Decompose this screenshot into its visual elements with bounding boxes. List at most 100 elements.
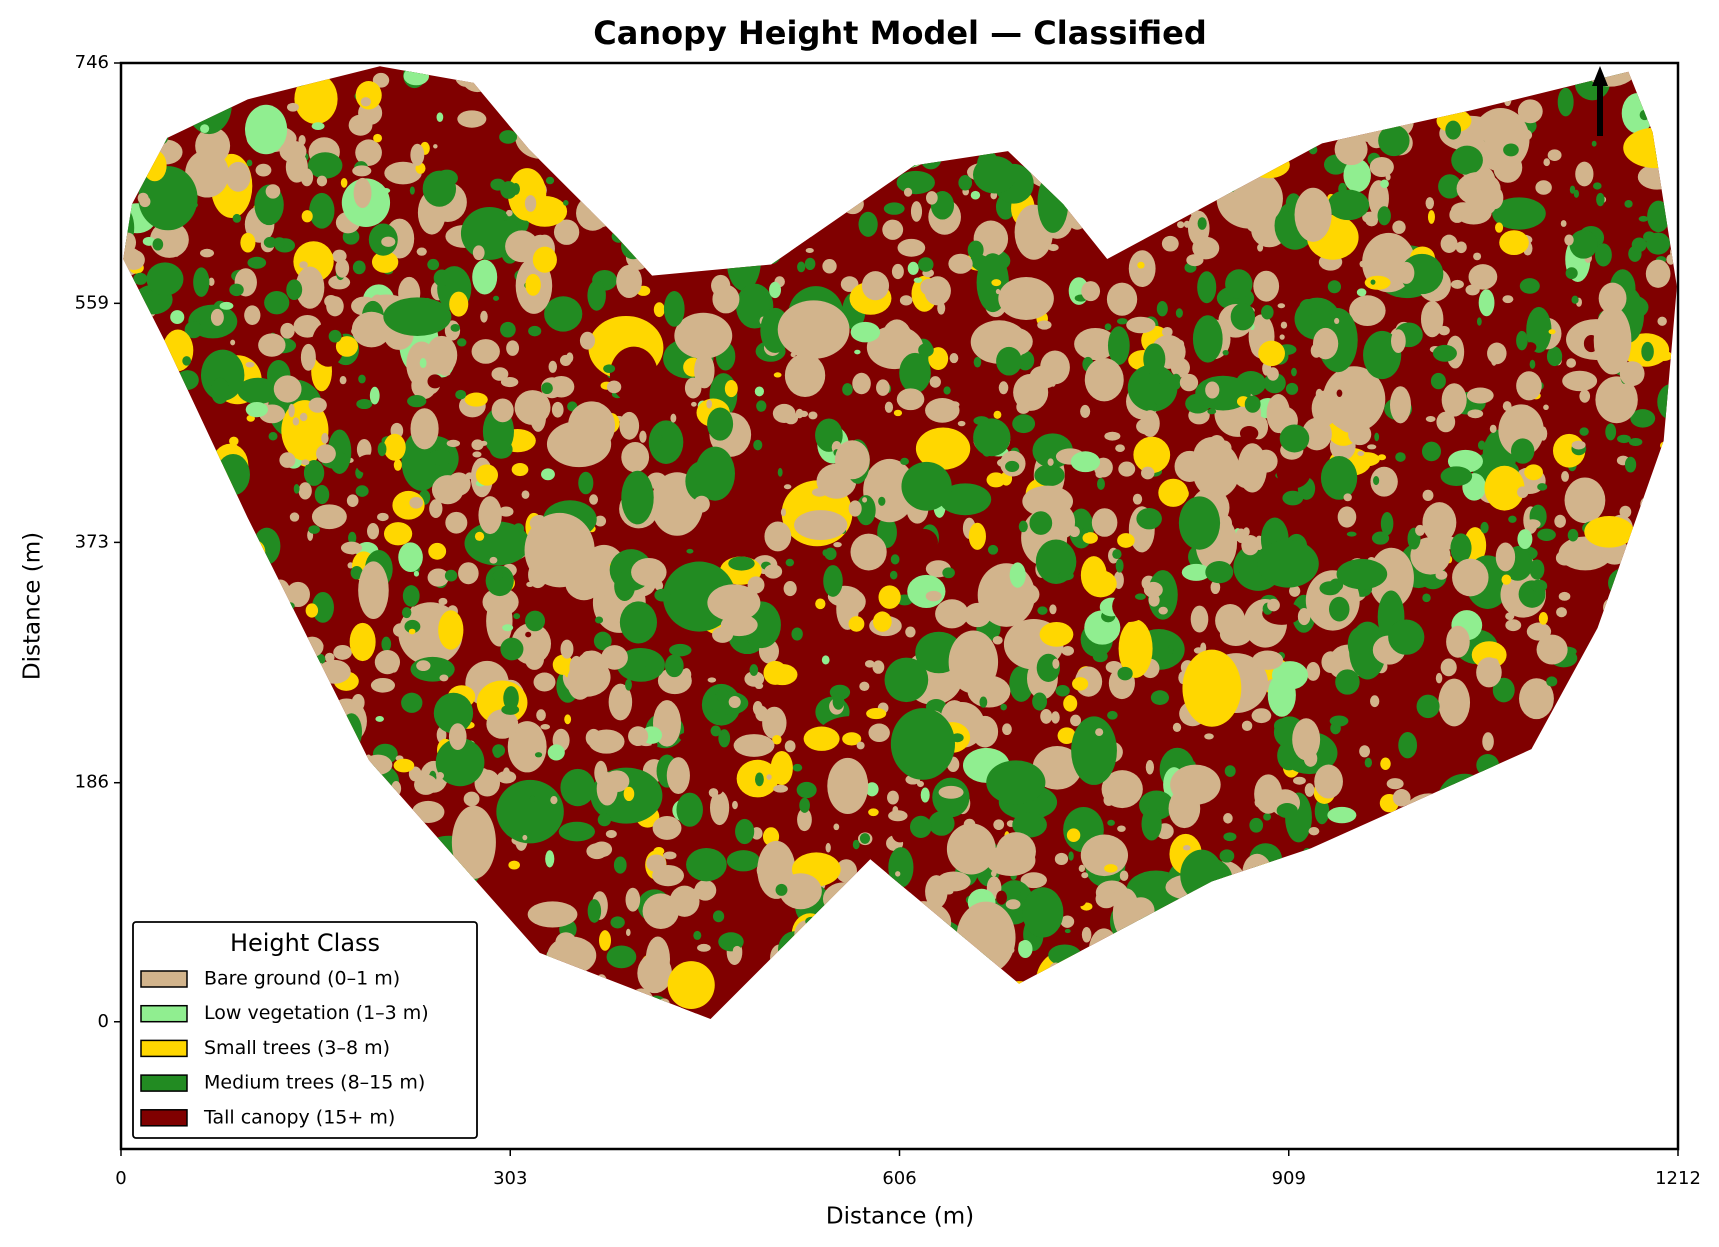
raster-patch bbox=[1190, 605, 1209, 633]
raster-patch bbox=[1379, 820, 1390, 833]
raster-patch bbox=[778, 931, 811, 968]
legend-label: Bare ground (0–1 m) bbox=[204, 968, 400, 990]
raster-patch bbox=[136, 387, 149, 398]
raster-patch bbox=[872, 611, 892, 632]
raster-patch bbox=[1492, 953, 1506, 973]
raster-patch bbox=[1148, 988, 1175, 1013]
raster-patch bbox=[792, 763, 803, 772]
raster-patch bbox=[522, 834, 528, 841]
raster-patch bbox=[461, 66, 494, 93]
raster-patch bbox=[350, 566, 363, 580]
raster-patch bbox=[766, 774, 772, 780]
raster-patch bbox=[809, 964, 823, 981]
raster-patch bbox=[1380, 757, 1391, 770]
raster-patch bbox=[993, 410, 1002, 419]
raster-patch bbox=[579, 331, 596, 350]
raster-patch bbox=[182, 356, 192, 366]
raster-patch bbox=[610, 916, 625, 929]
raster-patch bbox=[1101, 770, 1143, 809]
raster-patch bbox=[788, 127, 816, 151]
raster-patch bbox=[1660, 441, 1668, 450]
raster-patch bbox=[1173, 339, 1185, 349]
raster-patch bbox=[864, 660, 875, 668]
raster-patch bbox=[1267, 673, 1296, 717]
raster-patch bbox=[365, 842, 390, 873]
raster-patch bbox=[829, 86, 886, 154]
raster-patch bbox=[835, 859, 857, 883]
raster-patch bbox=[1434, 909, 1448, 917]
raster-patch bbox=[1140, 410, 1160, 437]
raster-patch bbox=[1359, 116, 1366, 124]
raster-patch bbox=[334, 735, 349, 749]
raster-patch bbox=[693, 930, 702, 940]
raster-patch bbox=[1519, 678, 1554, 720]
raster-patch bbox=[895, 974, 905, 984]
raster-patch bbox=[242, 603, 255, 626]
raster-patch bbox=[791, 114, 818, 142]
raster-patch bbox=[783, 484, 792, 490]
raster-patch bbox=[449, 291, 469, 317]
raster-patch bbox=[299, 261, 308, 269]
raster-patch bbox=[672, 480, 685, 489]
raster-patch bbox=[1492, 197, 1546, 230]
raster-patch bbox=[1441, 383, 1467, 417]
raster-patch bbox=[1270, 896, 1295, 922]
raster-patch bbox=[1601, 850, 1617, 875]
raster-patch bbox=[1495, 542, 1516, 572]
raster-patch bbox=[305, 603, 319, 618]
raster-patch bbox=[477, 344, 498, 358]
raster-patch bbox=[1225, 107, 1258, 136]
north-arrow bbox=[1592, 66, 1608, 136]
raster-patch bbox=[780, 508, 786, 517]
raster-patch bbox=[1547, 149, 1562, 161]
raster-patch bbox=[931, 95, 944, 104]
raster-patch bbox=[1579, 389, 1591, 403]
raster-patch bbox=[996, 346, 1022, 376]
raster-patch bbox=[552, 654, 574, 675]
raster-patch bbox=[496, 779, 564, 844]
raster-patch bbox=[709, 136, 724, 151]
raster-patch bbox=[1178, 496, 1221, 550]
raster-patch bbox=[210, 797, 219, 808]
raster-patch bbox=[360, 97, 371, 107]
raster-patch bbox=[247, 668, 267, 686]
raster-patch bbox=[1306, 848, 1322, 859]
raster-patch bbox=[1336, 558, 1388, 590]
raster-patch bbox=[990, 870, 997, 877]
raster-patch bbox=[756, 400, 767, 412]
raster-patch bbox=[223, 695, 258, 720]
raster-patch bbox=[1565, 267, 1578, 280]
raster-patch bbox=[973, 356, 982, 368]
raster-patch bbox=[138, 632, 166, 675]
raster-patch bbox=[1628, 437, 1643, 447]
raster-patch bbox=[1205, 561, 1234, 584]
raster-patch bbox=[1558, 591, 1571, 601]
raster-patch bbox=[1157, 999, 1169, 1009]
raster-patch bbox=[1195, 142, 1205, 154]
raster-patch bbox=[176, 370, 199, 390]
raster-patch bbox=[176, 575, 182, 582]
raster-patch bbox=[127, 498, 138, 506]
raster-patch bbox=[1619, 505, 1632, 518]
raster-patch bbox=[621, 442, 650, 473]
raster-patch bbox=[627, 988, 656, 1020]
raster-patch bbox=[307, 152, 343, 179]
raster-patch bbox=[1257, 539, 1319, 588]
raster-patch bbox=[1289, 585, 1301, 597]
raster-patch bbox=[302, 864, 319, 886]
raster-patch bbox=[891, 823, 909, 843]
raster-patch bbox=[1412, 907, 1423, 924]
raster-patch bbox=[948, 253, 973, 274]
raster-patch bbox=[1116, 318, 1128, 325]
raster-patch bbox=[1474, 949, 1493, 969]
raster-patch bbox=[1347, 626, 1374, 662]
y-tick-label: 746 bbox=[75, 52, 109, 73]
raster-patch bbox=[1517, 486, 1529, 498]
raster-patch bbox=[413, 570, 420, 577]
raster-patch bbox=[161, 515, 179, 543]
raster-patch bbox=[1095, 728, 1104, 737]
raster-patch bbox=[1254, 449, 1278, 473]
raster-patch bbox=[545, 103, 575, 122]
raster-patch bbox=[298, 770, 307, 779]
raster-patch bbox=[212, 740, 222, 748]
